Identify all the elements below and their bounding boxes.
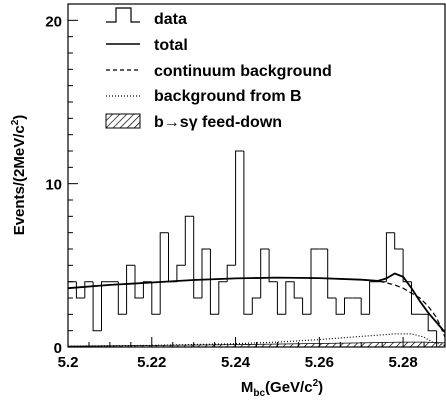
x-axis-label-close: ) [318,379,323,396]
legend-continuum-label: continuum background [154,63,332,80]
y-tick-label: 10 [45,177,62,194]
x-axis-label-sup: 2 [313,378,319,389]
y-axis-label-close: ) [11,115,28,120]
legend-feeddown-suffix: feed-down [198,114,282,131]
legend-feeddown-gamma: γ [189,114,198,131]
legend-feeddown-label: b→sγ feed-down [154,114,282,131]
legend: data total continuum background backgrou… [105,7,332,131]
legend-data-symbol [106,7,140,23]
data-bin [75,281,85,299]
data-bin [176,264,186,282]
x-tick-label: 5.26 [305,354,334,371]
data-bin [260,248,270,298]
data-bin [92,281,102,332]
legend-feeddown-s: s [180,114,189,131]
data-bin [243,151,253,315]
y-axis-label: Events/(2MeV/c2) [10,115,28,236]
total-curve [67,272,446,333]
x-tick-label: 5.24 [221,354,251,371]
axes: 5.2 5.22 5.24 5.26 5.28 0 10 20 [45,3,446,371]
x-tick-label: 5.2 [58,354,79,371]
data-bin [385,232,395,282]
data-bin [142,281,152,298]
y-tick-label: 20 [45,13,62,30]
data-bin [168,232,177,283]
data-bin [218,281,228,315]
data-bin [101,281,110,331]
y-axis-label-sup: 2 [10,119,21,125]
data-bin [427,314,437,332]
data-bin [402,249,412,283]
data-bin [201,248,211,298]
x-axis-label-sub: bc [253,388,265,399]
data-bin [151,281,161,315]
data-bin [285,281,295,315]
data-bin [369,281,378,315]
legend-feeddown-symbol [105,113,141,129]
plot-frame [67,3,446,348]
plot-content [67,150,446,348]
continuum-curve [67,276,446,338]
legend-feeddown-prefix: b [154,114,164,131]
legend-bfromb-label: background from B [154,88,302,105]
data-bin [235,150,244,266]
y-tick-label: 0 [54,340,62,357]
data-bin [293,281,303,299]
data-bin [310,248,320,315]
data-bin [302,298,311,315]
data-bin [126,264,135,315]
legend-feeddown-arrow: → [164,114,180,131]
data-bin [184,215,194,266]
x-axis-label-unit: (GeV/c [265,379,313,396]
data-bin [226,264,236,282]
x-tick-label: 5.28 [389,354,418,371]
data-bin [276,281,286,315]
data-bin [411,281,420,315]
data-bin [360,298,370,315]
data-bin [335,298,345,315]
x-axis-label-main: M [241,379,254,396]
bfromb-curve [67,333,446,347]
y-axis-label-main: Events/(2MeV/c [11,125,28,235]
data-bin [344,297,353,315]
data-bin [84,281,94,298]
data-bin [134,265,144,299]
data-bin [394,232,404,250]
legend-total-label: total [154,37,188,54]
data-bin [268,249,278,283]
data-bin [117,281,127,315]
data-bin [209,249,219,315]
x-tick-label: 5.22 [137,354,166,371]
data-bin [327,249,337,299]
data-bin [193,216,202,299]
data-bin [251,297,261,315]
x-axis-label: Mbc(GeV/c2) [241,378,323,399]
legend-data-label: data [154,11,187,28]
data-bin [159,232,169,315]
